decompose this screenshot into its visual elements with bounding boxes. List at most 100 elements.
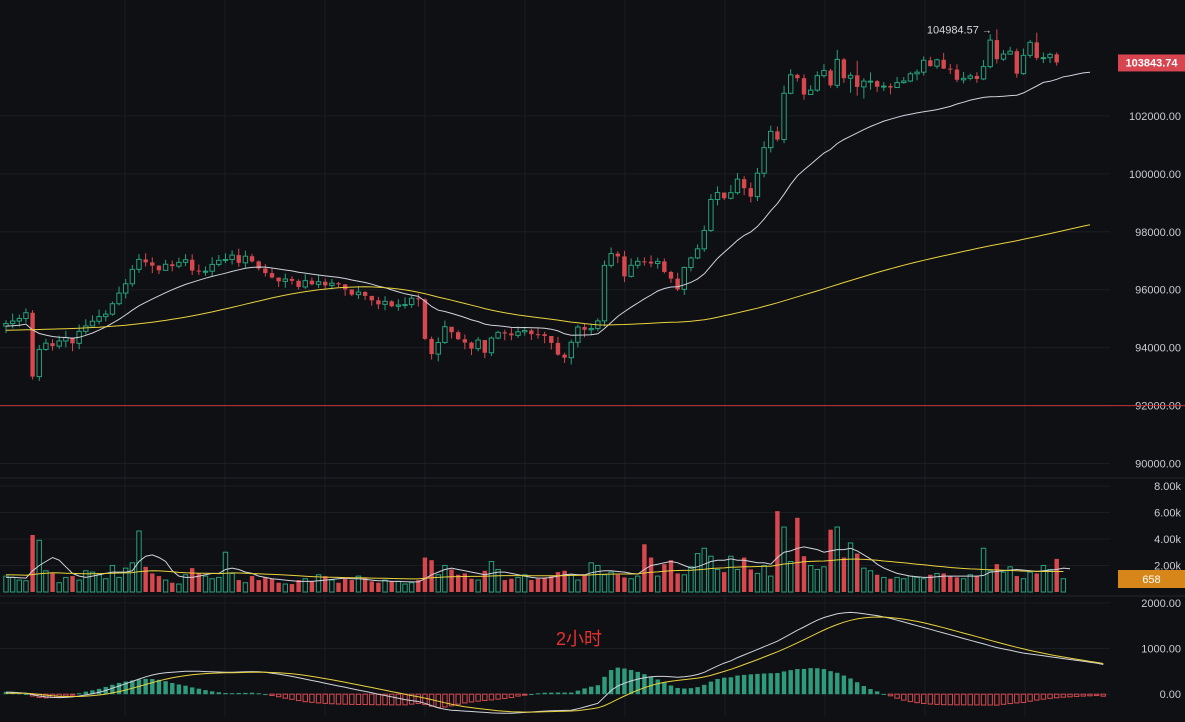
macd-histogram-bar-positive	[828, 671, 833, 695]
volume-bar-down	[296, 580, 301, 592]
macd-histogram-bar-negative	[455, 693, 461, 705]
volume-bar-up	[628, 578, 634, 593]
macd-histogram-bar-positive	[675, 687, 680, 695]
slow-moving-average-line	[5, 224, 1091, 331]
macd-histogram-bar-negative	[887, 693, 894, 697]
macd-histogram-bar-negative	[362, 693, 368, 706]
volume-bar-up	[894, 576, 900, 593]
macd-histogram-bar-negative	[1020, 693, 1027, 703]
volume-bar-up	[847, 542, 854, 593]
volume-bar-up	[921, 578, 927, 593]
macd-histogram-bar-negative	[894, 693, 900, 699]
volume-bar-down	[70, 576, 75, 592]
volume-bar-up	[83, 570, 89, 593]
candle-body-down	[296, 280, 301, 287]
candle-body-up	[435, 341, 441, 355]
macd-histogram-bar-negative	[309, 693, 315, 703]
macd-histogram-bar-positive	[249, 692, 255, 695]
volume-bar-up	[754, 572, 761, 593]
candle-body-down	[349, 289, 354, 295]
volume-bar-down	[369, 581, 374, 592]
macd-histogram-bar-negative	[495, 693, 501, 700]
macd-histogram-bar-negative	[482, 693, 488, 701]
macd-histogram-bar-positive	[223, 692, 228, 695]
macd-histogram-bar-negative	[927, 693, 934, 705]
macd-histogram-bar-positive	[130, 680, 135, 695]
candle-body-down	[562, 354, 567, 358]
volume-bar-up	[861, 567, 867, 593]
volume-bar-up	[63, 576, 69, 593]
candle-body-down	[648, 261, 654, 264]
macd-histogram-bar-negative	[302, 693, 308, 703]
macd-histogram-bar-negative	[1060, 693, 1067, 698]
candle-body-down	[529, 330, 534, 335]
macd-histogram-bar-negative	[1027, 693, 1033, 702]
macd-histogram-bar-positive	[589, 686, 594, 695]
volume-bar-down	[795, 517, 800, 592]
volume-bar-up	[681, 574, 687, 593]
volume-bar-up	[1060, 578, 1067, 593]
candle-body-down	[841, 59, 847, 79]
candle-body-up	[960, 77, 967, 81]
volume-axis-tick-label: 8.00k	[1154, 481, 1181, 493]
candle-body-up	[761, 147, 767, 174]
volume-bar-up	[76, 579, 82, 593]
candle-body-up	[43, 342, 49, 350]
macd-histogram-bar-negative	[408, 693, 415, 705]
macd-histogram-bar-positive	[688, 688, 694, 695]
macd-histogram-bar-positive	[874, 691, 880, 695]
candle-body-down	[1034, 42, 1039, 58]
macd-histogram-bar-negative	[974, 693, 980, 706]
macd-axis-tick-label: 2000.00	[1141, 598, 1181, 610]
volume-bar-up	[688, 566, 694, 593]
candle-body-up	[222, 258, 229, 261]
macd-histogram-bar-positive	[196, 688, 202, 695]
volume-bar-down	[323, 576, 328, 592]
macd-histogram-bar-negative	[1073, 693, 1080, 697]
macd-histogram-bar-positive	[781, 671, 787, 695]
macd-histogram-bar-positive	[209, 691, 215, 695]
candle-body-down	[928, 60, 933, 67]
candle-body-down	[30, 312, 35, 377]
macd-histogram-bar-positive	[835, 672, 840, 695]
candle-body-up	[881, 85, 887, 88]
candle-body-up	[182, 259, 189, 263]
macd-histogram-bar-positive	[236, 692, 241, 695]
volume-bar-down	[662, 564, 667, 592]
macd-histogram-bar-negative	[462, 693, 468, 704]
volume-bar-down	[642, 544, 647, 592]
volume-bar-up	[222, 551, 229, 593]
volume-bar-up	[1040, 564, 1047, 593]
volume-bar-up	[442, 564, 448, 593]
volume-bar-up	[23, 580, 29, 593]
volume-bar-up	[655, 575, 661, 593]
volume-bar-up	[714, 568, 721, 593]
volume-bar-down	[582, 574, 587, 592]
volume-bar-up	[488, 561, 495, 593]
macd-histogram-bar-positive	[602, 676, 607, 695]
candle-body-down	[156, 265, 162, 271]
macd-histogram-bar-positive	[123, 681, 128, 695]
candle-body-up	[1040, 57, 1047, 60]
candle-body-up	[402, 304, 408, 307]
candle-body-down	[622, 256, 627, 277]
macd-histogram-bar-positive	[608, 670, 614, 695]
fast-moving-average-line	[5, 71, 1091, 339]
macd-histogram-bar-positive	[96, 688, 102, 695]
volume-bar-up	[182, 574, 189, 593]
volume-bar-down	[196, 573, 202, 592]
volume-bar-up	[382, 579, 388, 593]
macd-histogram-bar-negative	[488, 693, 495, 701]
volume-bar-up	[588, 562, 594, 593]
macd-histogram-bar-negative	[335, 693, 342, 705]
candle-body-up	[109, 303, 116, 315]
volume-bar-down	[143, 566, 148, 592]
volume-axis-tick-label: 2.00k	[1154, 560, 1181, 572]
candle-body-up	[821, 70, 827, 77]
volume-bar-down	[941, 573, 946, 592]
candle-body-down	[336, 283, 341, 285]
candle-body-down	[309, 280, 315, 285]
candle-body-up	[488, 337, 495, 354]
macd-histogram-bar-positive	[575, 690, 581, 695]
volume-bar-up	[209, 578, 215, 593]
